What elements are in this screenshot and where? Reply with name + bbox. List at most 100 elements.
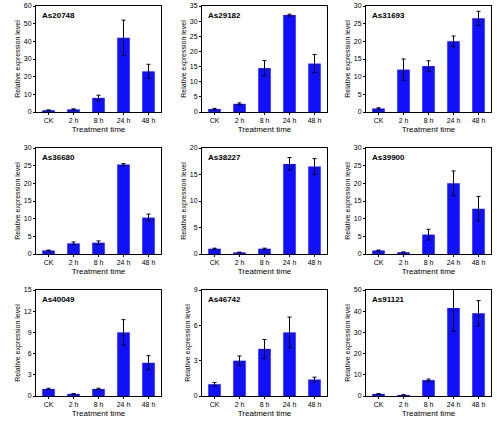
svg-text:As29182: As29182 [208, 11, 241, 20]
svg-text:As40049: As40049 [42, 295, 75, 304]
svg-text:2 h: 2 h [235, 259, 245, 266]
svg-text:48 h: 48 h [308, 401, 322, 408]
svg-text:10: 10 [24, 91, 32, 98]
svg-text:0: 0 [358, 392, 362, 399]
svg-text:0: 0 [194, 108, 198, 115]
svg-text:48 h: 48 h [472, 117, 486, 124]
svg-text:Relative expression level: Relative expression level [14, 162, 22, 240]
svg-text:Relative expression level: Relative expression level [344, 162, 352, 240]
svg-text:5: 5 [358, 91, 362, 98]
svg-text:15: 15 [190, 63, 198, 70]
svg-text:20: 20 [354, 180, 362, 187]
svg-text:8 h: 8 h [94, 117, 104, 124]
svg-text:24 h: 24 h [283, 401, 297, 408]
svg-text:24 h: 24 h [283, 259, 297, 266]
svg-text:0: 0 [28, 108, 32, 115]
svg-text:15: 15 [24, 286, 32, 293]
svg-text:CK: CK [44, 401, 54, 408]
svg-text:30: 30 [24, 55, 32, 62]
svg-text:48 h: 48 h [308, 259, 322, 266]
svg-text:20: 20 [190, 48, 198, 55]
svg-text:As38227: As38227 [208, 153, 241, 162]
svg-text:10: 10 [24, 215, 32, 222]
svg-text:10: 10 [354, 215, 362, 222]
svg-text:15: 15 [354, 55, 362, 62]
svg-text:48 h: 48 h [142, 117, 156, 124]
svg-text:25: 25 [24, 162, 32, 169]
svg-text:0: 0 [28, 392, 32, 399]
svg-text:As91121: As91121 [372, 295, 405, 304]
svg-text:CK: CK [210, 117, 220, 124]
svg-text:24 h: 24 h [117, 259, 131, 266]
svg-text:Treatment time: Treatment time [238, 267, 292, 276]
svg-text:Relative expression level: Relative expression level [180, 162, 188, 240]
svg-text:Relative expression level: Relative expression level [14, 20, 22, 98]
svg-text:3: 3 [28, 371, 32, 378]
svg-text:15: 15 [190, 171, 198, 178]
svg-text:24 h: 24 h [447, 259, 461, 266]
svg-text:2 h: 2 h [69, 401, 79, 408]
svg-text:35: 35 [190, 2, 198, 9]
svg-text:CK: CK [374, 401, 384, 408]
svg-text:0: 0 [358, 250, 362, 257]
svg-text:CK: CK [374, 259, 384, 266]
svg-text:As20748: As20748 [42, 11, 75, 20]
svg-text:8 h: 8 h [94, 401, 104, 408]
svg-text:10: 10 [354, 371, 362, 378]
svg-text:24 h: 24 h [117, 117, 131, 124]
svg-text:2 h: 2 h [235, 401, 245, 408]
svg-text:Relative expression level: Relative expression level [14, 304, 22, 382]
svg-text:8 h: 8 h [260, 117, 270, 124]
svg-text:Relative expression level: Relative expression level [184, 304, 192, 382]
svg-text:As46742: As46742 [208, 295, 241, 304]
svg-text:24 h: 24 h [447, 401, 461, 408]
svg-text:5: 5 [194, 224, 198, 231]
svg-text:5: 5 [358, 233, 362, 240]
svg-text:CK: CK [44, 117, 54, 124]
svg-text:CK: CK [374, 117, 384, 124]
svg-text:48 h: 48 h [308, 117, 322, 124]
svg-text:Treatment time: Treatment time [72, 125, 126, 134]
svg-text:8 h: 8 h [424, 117, 434, 124]
svg-text:2 h: 2 h [235, 117, 245, 124]
svg-text:60: 60 [24, 2, 32, 9]
svg-text:24 h: 24 h [117, 401, 131, 408]
svg-text:0: 0 [28, 250, 32, 257]
svg-text:15: 15 [354, 197, 362, 204]
svg-text:5: 5 [28, 233, 32, 240]
svg-text:48 h: 48 h [142, 259, 156, 266]
svg-text:2 h: 2 h [399, 259, 409, 266]
svg-text:As39900: As39900 [372, 153, 405, 162]
svg-text:5: 5 [194, 93, 198, 100]
svg-text:10: 10 [190, 197, 198, 204]
svg-text:CK: CK [210, 259, 220, 266]
svg-text:30: 30 [354, 329, 362, 336]
svg-text:As31693: As31693 [372, 11, 405, 20]
svg-text:24 h: 24 h [447, 117, 461, 124]
svg-text:50: 50 [24, 20, 32, 27]
svg-text:20: 20 [354, 350, 362, 357]
svg-text:2 h: 2 h [399, 117, 409, 124]
svg-text:15: 15 [24, 197, 32, 204]
svg-text:6: 6 [28, 350, 32, 357]
svg-text:30: 30 [354, 144, 362, 151]
svg-text:As36680: As36680 [42, 153, 75, 162]
svg-text:0: 0 [194, 392, 198, 399]
svg-text:8 h: 8 h [260, 401, 270, 408]
svg-text:9: 9 [194, 286, 198, 293]
svg-text:20: 20 [190, 144, 198, 151]
svg-text:Treatment time: Treatment time [72, 267, 126, 276]
svg-text:30: 30 [190, 18, 198, 25]
svg-text:8 h: 8 h [260, 259, 270, 266]
svg-text:10: 10 [190, 78, 198, 85]
svg-text:25: 25 [190, 33, 198, 40]
svg-text:6: 6 [194, 322, 198, 329]
svg-text:Treatment time: Treatment time [238, 409, 292, 418]
svg-text:9: 9 [28, 329, 32, 336]
svg-text:Treatment time: Treatment time [402, 125, 456, 134]
svg-text:48 h: 48 h [472, 259, 486, 266]
svg-text:20: 20 [24, 180, 32, 187]
svg-text:2 h: 2 h [69, 117, 79, 124]
svg-text:CK: CK [44, 259, 54, 266]
svg-text:8 h: 8 h [424, 401, 434, 408]
